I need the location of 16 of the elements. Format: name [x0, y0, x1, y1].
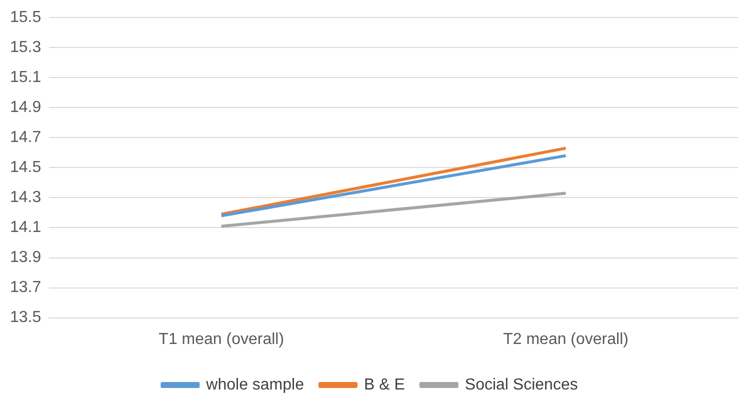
y-tick-label: 15.1 — [10, 69, 42, 86]
y-tick-label: 15.5 — [10, 9, 42, 26]
y-tick-label: 14.3 — [10, 189, 42, 206]
y-tick-label: 14.9 — [10, 99, 42, 116]
x-tick-label: T1 mean (overall) — [158, 330, 284, 348]
y-tick-label: 15.3 — [10, 39, 42, 56]
y-tick-label: 14.5 — [10, 159, 42, 176]
y-tick-label: 13.7 — [10, 279, 42, 296]
legend-label: B & E — [364, 376, 405, 394]
y-tick-label: 13.5 — [10, 309, 42, 326]
legend-label: Social Sciences — [464, 376, 578, 394]
legend-label: whole sample — [205, 376, 304, 394]
y-tick-label: 14.7 — [10, 129, 42, 146]
x-tick-label: T2 mean (overall) — [503, 330, 628, 348]
y-tick-label: 14.1 — [10, 219, 42, 236]
y-tick-label: 13.9 — [10, 249, 42, 266]
